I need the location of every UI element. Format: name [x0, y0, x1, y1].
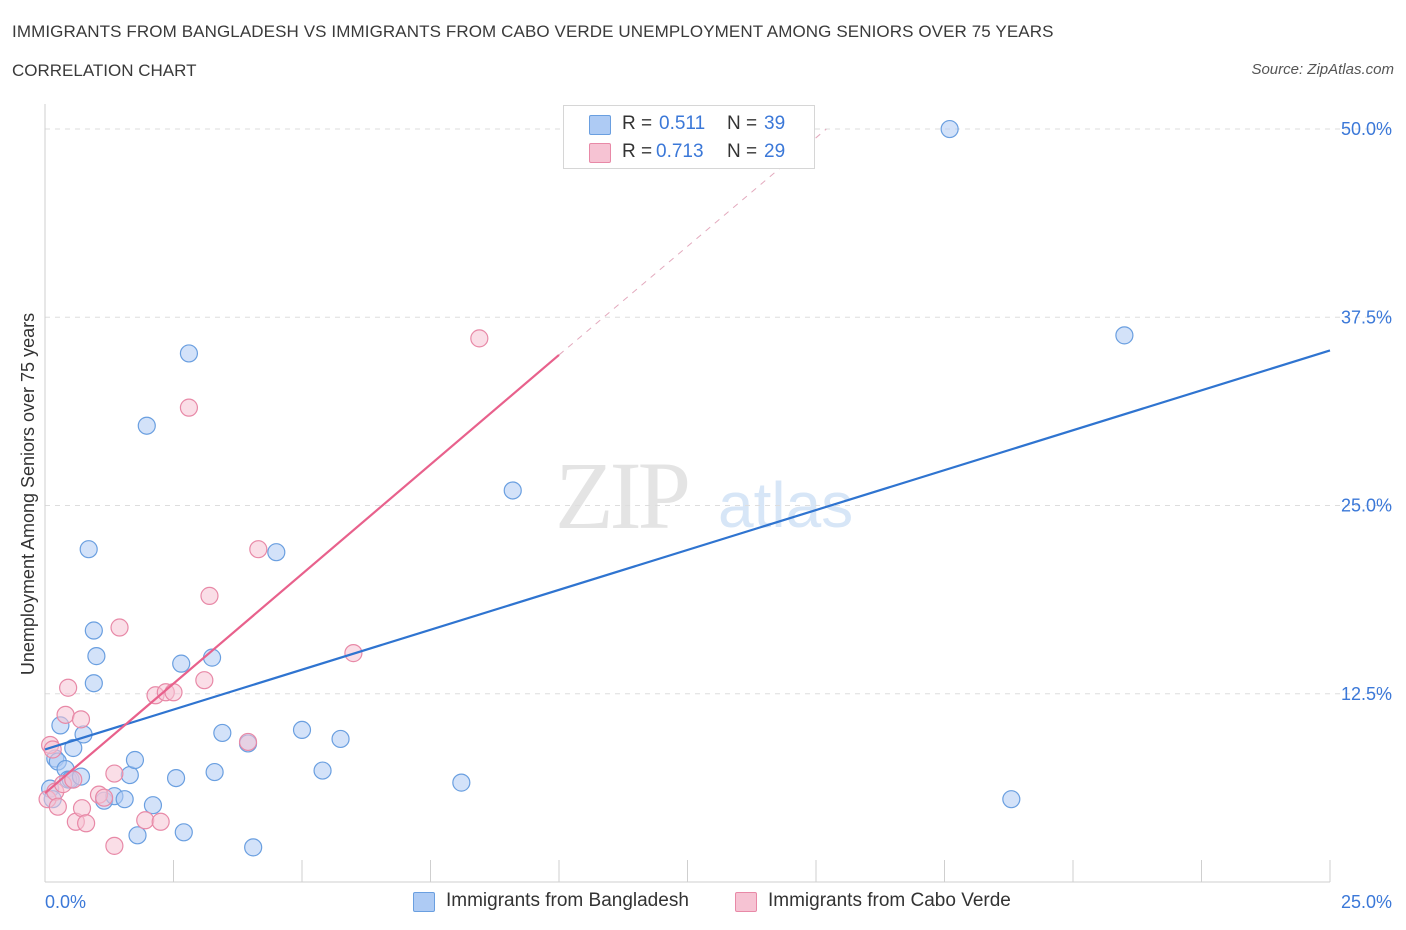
x-tick-label: 0.0%: [45, 892, 86, 912]
cabo-verde-point: [195, 671, 214, 690]
x-tick-label: 25.0%: [1341, 892, 1392, 912]
bangladesh-point: [87, 647, 106, 666]
correlation-legend: R = 0.511 N = 39 R = 0.713 N = 29: [563, 105, 815, 169]
bottom-legend-swatch-cabo-verde: [735, 892, 757, 912]
legend-r-label: R =: [622, 113, 653, 134]
legend-n-value: 29: [764, 141, 786, 162]
legend-r-value: 0.511: [659, 113, 706, 134]
source-credit: Source: ZipAtlas.com: [1251, 61, 1394, 78]
cabo-verde-point: [71, 710, 91, 729]
bangladesh-point: [452, 773, 471, 792]
cabo-verde-point: [110, 618, 129, 637]
bangladesh-point: [1002, 790, 1021, 809]
bangladesh-point: [174, 823, 193, 842]
bangladesh-point: [244, 838, 263, 857]
bangladesh-point: [137, 416, 156, 435]
legend-n-label: N =: [727, 141, 758, 162]
y-tick-label: 12.5%: [1341, 684, 1392, 704]
bangladesh-point: [79, 540, 98, 559]
legend-r-value: 0.713: [656, 141, 704, 162]
bangladesh-point: [64, 738, 83, 758]
legend-swatch-bangladesh: [589, 115, 611, 135]
bangladesh-point: [213, 723, 232, 743]
bangladesh-point: [143, 796, 163, 815]
cabo-verde-trendline: [44, 354, 560, 794]
bangladesh-point: [267, 543, 286, 562]
bangladesh-point: [292, 720, 312, 740]
bottom-legend-swatch-bangladesh: [413, 892, 435, 912]
legend-r-label: R =: [622, 141, 653, 162]
bangladesh-point: [125, 750, 145, 770]
bangladesh-point: [503, 481, 522, 500]
cabo-verde-point: [164, 683, 183, 702]
bangladesh-point: [313, 761, 332, 780]
cabo-verde-point: [136, 811, 155, 830]
legend-n-value: 39: [764, 113, 786, 134]
bangladesh-point: [120, 765, 139, 785]
bangladesh-point: [940, 119, 959, 139]
y-tick-label: 50.0%: [1341, 119, 1392, 139]
cabo-verde-point: [105, 836, 124, 855]
bangladesh-trendline: [44, 349, 1331, 751]
bangladesh-point: [84, 621, 103, 640]
cabo-verde-point: [64, 770, 83, 789]
cabo-verde-point: [77, 814, 96, 833]
cabo-verde-point: [238, 732, 258, 752]
cabo-verde-point: [56, 705, 75, 724]
cabo-verde-point: [105, 764, 124, 783]
bangladesh-point: [205, 762, 224, 782]
watermark-zip: ZIP: [555, 442, 688, 549]
bangladesh-point: [115, 790, 134, 809]
cabo-verde-point: [151, 812, 170, 831]
bangladesh-point: [84, 674, 103, 693]
chart-title: IMMIGRANTS FROM BANGLADESH VS IMMIGRANTS…: [12, 22, 1054, 41]
cabo-verde-point: [59, 678, 78, 697]
cabo-verde-point: [72, 799, 92, 818]
cabo-verde-point: [95, 788, 114, 807]
bangladesh-point: [179, 344, 199, 363]
bangladesh-point: [128, 826, 147, 845]
legend-n-label: N =: [727, 113, 758, 134]
cabo-verde-point: [48, 797, 67, 816]
chart-subtitle: CORRELATION CHART: [12, 61, 197, 80]
bangladesh-point: [331, 729, 350, 749]
legend-swatch-cabo-verde: [589, 143, 611, 163]
bangladesh-point: [172, 654, 191, 673]
bottom-legend-label-bangladesh: Immigrants from Bangladesh: [446, 890, 689, 911]
y-tick-label: 25.0%: [1341, 496, 1392, 516]
cabo-verde-point: [470, 329, 489, 348]
y-tick-label: 37.5%: [1341, 307, 1392, 327]
bottom-legend-label-cabo-verde: Immigrants from Cabo Verde: [768, 890, 1011, 911]
cabo-verde-point: [179, 398, 199, 417]
y-axis-label: Unemployment Among Seniors over 75 years: [18, 313, 38, 675]
bangladesh-point: [1115, 326, 1134, 345]
bangladesh-point: [166, 768, 186, 788]
cabo-verde-point: [249, 540, 268, 559]
cabo-verde-point: [200, 586, 219, 605]
